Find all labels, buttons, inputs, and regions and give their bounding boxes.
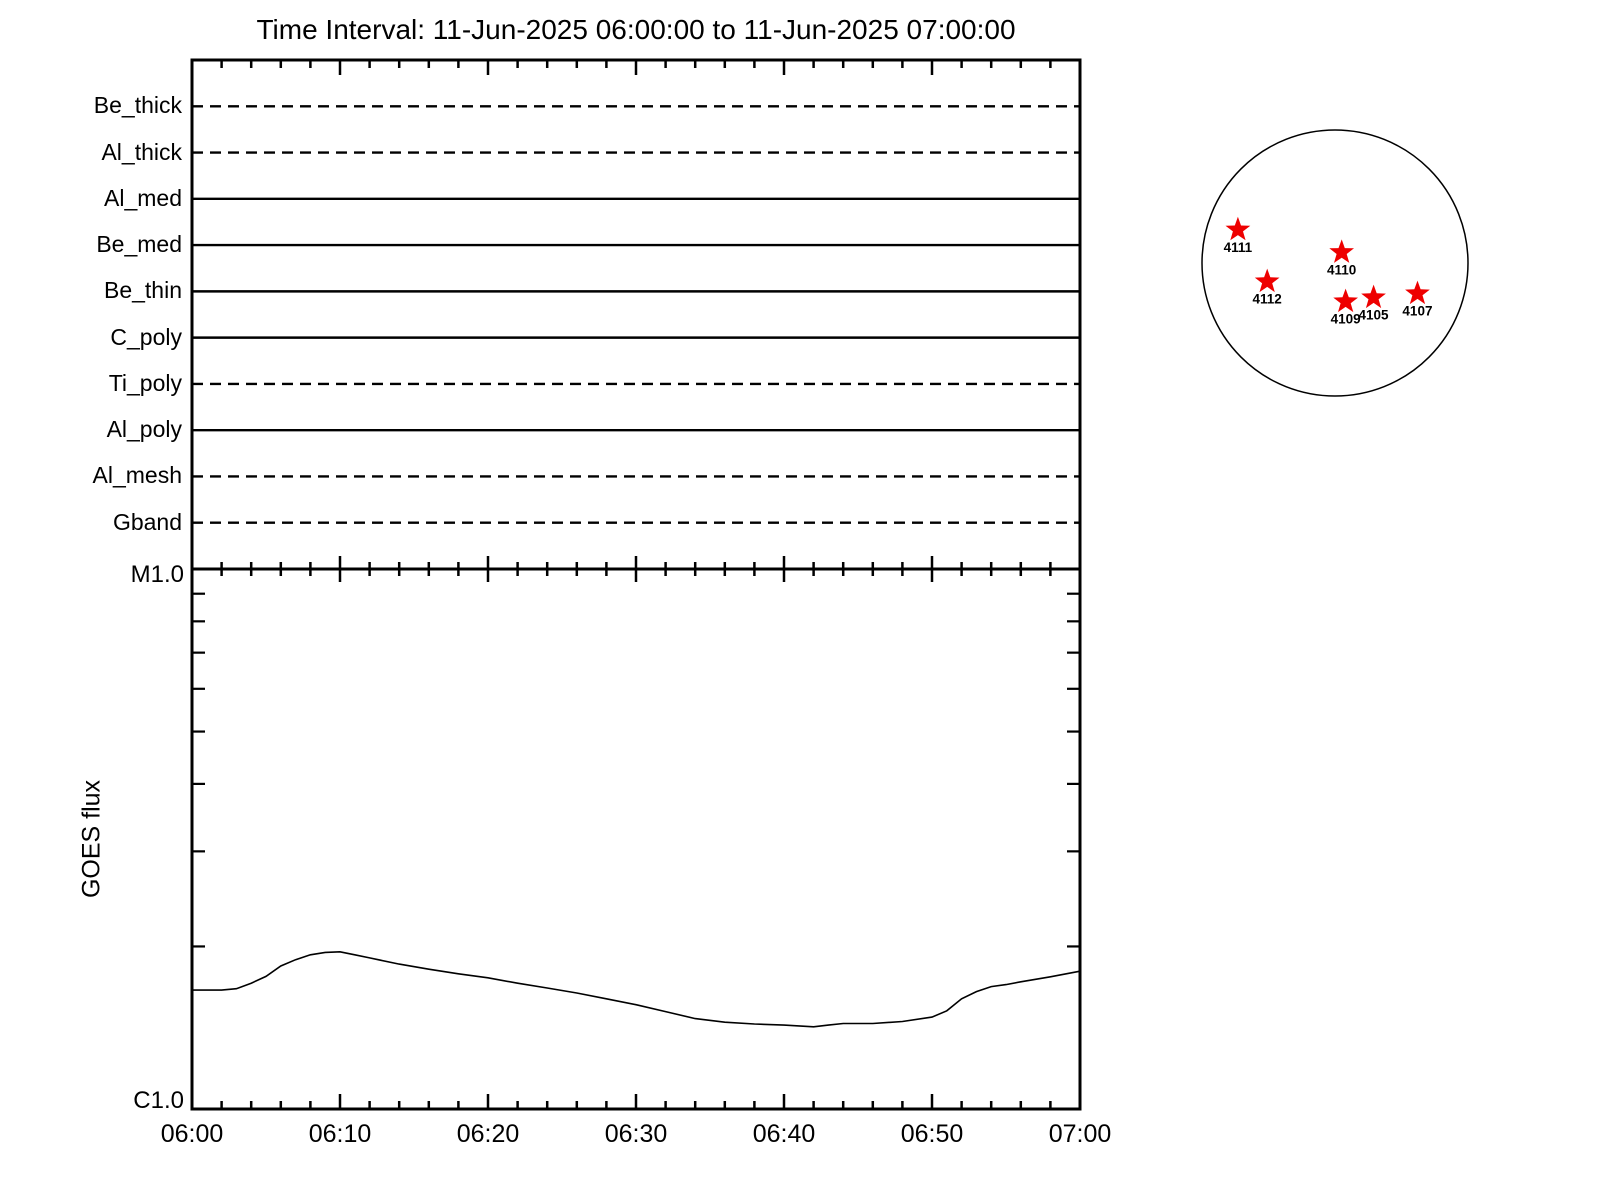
active-region-star-4109 — [1333, 288, 1358, 313]
active-region-star-4110 — [1329, 239, 1354, 263]
x-tick-label-3: 06:30 — [604, 1120, 668, 1148]
active-region-star-4112 — [1254, 268, 1280, 293]
active-region-label-4112: 4112 — [1253, 292, 1282, 307]
goes-ytick-bottom-label: C1.0 — [133, 1087, 184, 1114]
x-tick-label-6: 07:00 — [1048, 1120, 1112, 1148]
xrt-panel-frame — [190, 58, 1082, 571]
filter-label-al_med: Al_med — [104, 184, 182, 211]
goes-ytick-top-label: M1.0 — [130, 561, 184, 588]
x-tick-label-4: 06:40 — [752, 1120, 816, 1148]
filter-label-be_thick: Be_thick — [93, 92, 182, 119]
filter-label-gband: Gband — [112, 508, 182, 535]
x-tick-label-1: 06:10 — [308, 1120, 372, 1148]
goes-flux-curve — [192, 950, 1081, 1028]
sun-disk-circle — [1201, 129, 1469, 397]
filter-label-ti_poly: Ti_poly — [108, 369, 182, 396]
active-region-label-4107: 4107 — [1402, 304, 1432, 319]
active-region-label-4110: 4110 — [1327, 262, 1356, 277]
filter-label-al_poly: Al_poly — [106, 416, 182, 443]
filter-label-al_mesh: Al_mesh — [92, 462, 182, 489]
filter-label-c_poly: C_poly — [110, 323, 182, 350]
filter-label-al_thick: Al_thick — [101, 138, 182, 165]
active-region-label-4105: 4105 — [1359, 308, 1390, 323]
active-region-label-4109: 4109 — [1331, 312, 1361, 327]
plot-title: Time Interval: 11-Jun-2025 06:00:00 to 1… — [256, 14, 1016, 45]
x-tick-label-0: 06:00 — [160, 1120, 224, 1148]
active-region-star-4107 — [1405, 280, 1430, 305]
active-region-label-4111: 4111 — [1224, 240, 1253, 255]
active-region-star-4105 — [1361, 284, 1386, 309]
filter-label-be_thin: Be_thin — [103, 277, 182, 304]
active-region-star-4111 — [1225, 216, 1251, 241]
x-tick-label-5: 06:50 — [900, 1120, 964, 1148]
filter-label-be_med: Be_med — [96, 231, 182, 258]
x-tick-label-2: 06:20 — [456, 1120, 520, 1148]
goes-panel-frame — [190, 567, 1082, 1111]
